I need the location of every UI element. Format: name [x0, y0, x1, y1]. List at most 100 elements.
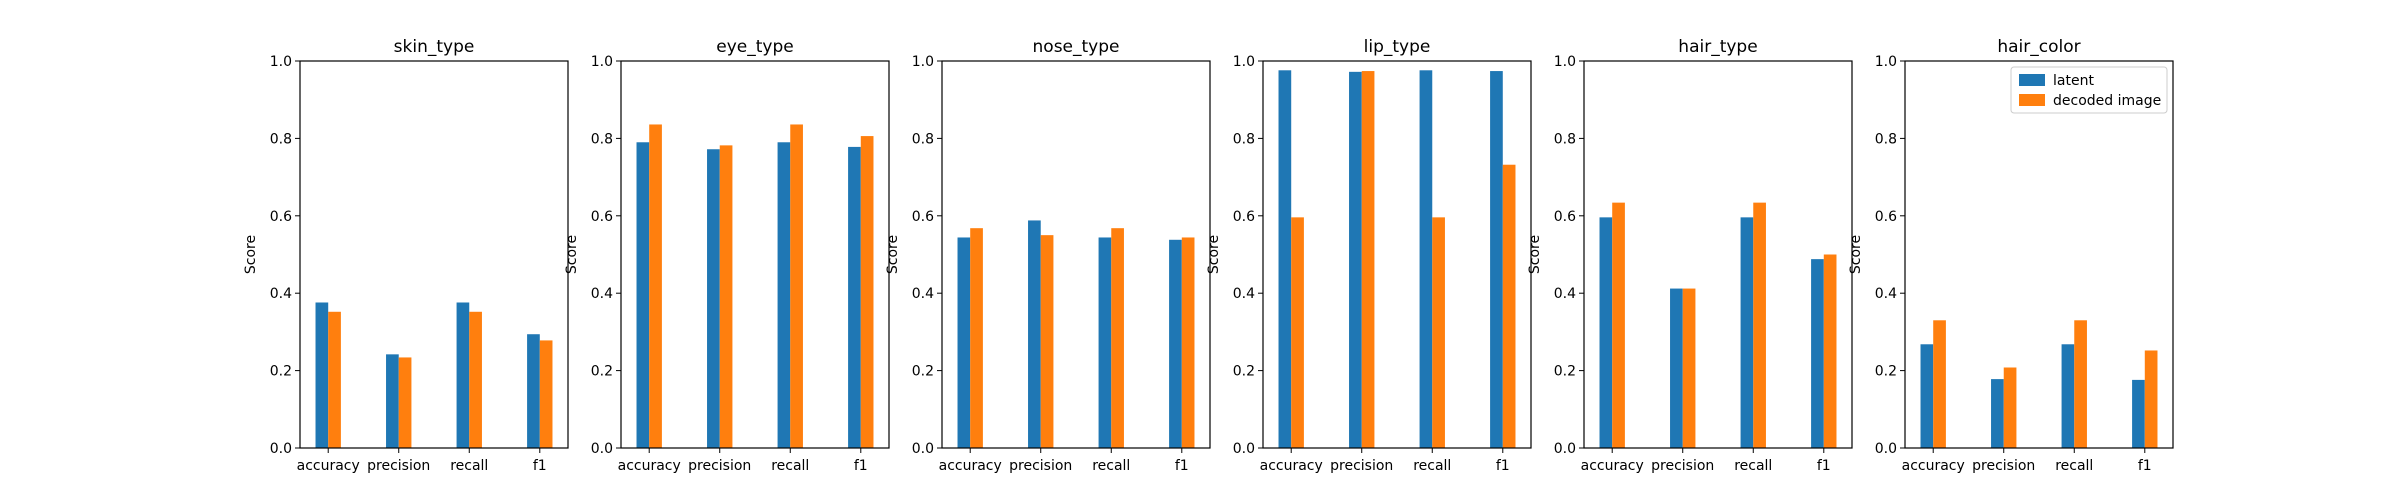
x-tick-label-recall: recall: [2055, 458, 2093, 474]
bar-decoded-recall: [469, 311, 482, 448]
legend-label-latent: latent: [2053, 73, 2094, 89]
y-tick-label: 1.0: [1554, 54, 1576, 70]
y-tick-label: 0.8: [1233, 131, 1255, 147]
bar-latent-accuracy: [1599, 217, 1613, 448]
bar-decoded-f1: [1823, 254, 1837, 448]
bar-decoded-recall: [790, 124, 803, 448]
y-tick-label: 0.4: [270, 286, 292, 302]
bar-decoded-recall: [2074, 320, 2087, 448]
bar-latent-precision: [707, 149, 720, 449]
y-tick-label: 0.8: [270, 131, 292, 147]
x-tick-label-accuracy: accuracy: [1581, 458, 1644, 474]
x-tick-label-recall: recall: [771, 458, 809, 474]
y-tick-label: 1.0: [912, 54, 934, 70]
chart-title: skin_type: [394, 37, 475, 57]
bar-decoded-recall: [1432, 217, 1445, 448]
bar-decoded-precision: [1040, 235, 1054, 448]
y-tick-label: 0.0: [1875, 441, 1897, 457]
y-tick-label: 0.2: [270, 364, 292, 380]
bar-decoded-f1: [2144, 350, 2158, 448]
bar-latent-precision: [1028, 220, 1041, 448]
y-tick-label: 0.2: [1875, 364, 1897, 380]
plot-frame: [1262, 60, 1532, 449]
x-tick-label-f1: f1: [533, 458, 547, 474]
bar-latent-recall: [2061, 344, 2075, 448]
x-tick-label-f1: f1: [854, 458, 868, 474]
bar-latent-recall: [1419, 70, 1433, 448]
plot-frame: [941, 60, 1211, 449]
plot-frame: [620, 60, 890, 449]
bar-latent-recall: [777, 142, 791, 448]
y-tick-label: 0.2: [1233, 364, 1255, 380]
y-tick-label: 0.4: [1875, 286, 1897, 302]
bar-decoded-accuracy: [970, 228, 983, 448]
y-tick-label: 0.2: [1554, 364, 1576, 380]
bar-latent-precision: [386, 354, 399, 448]
y-tick-label: 1.0: [1233, 54, 1255, 70]
x-tick-label-recall: recall: [450, 458, 488, 474]
y-tick-label: 0.6: [591, 209, 613, 225]
y-tick-label: 0.6: [912, 209, 934, 225]
chart-panel-2: 0.0 0.2 0.4 0.6 0.8 1.0 accuracy precision recal…: [885, 37, 1211, 474]
y-axis-label: Score: [1527, 235, 1543, 274]
chart-title: nose_type: [1033, 37, 1120, 57]
y-tick-label: 0.0: [270, 441, 292, 457]
bar-decoded-f1: [1181, 237, 1195, 448]
x-tick-label-f1: f1: [1817, 458, 1831, 474]
bar-latent-accuracy: [315, 302, 329, 448]
x-tick-label-accuracy: accuracy: [939, 458, 1002, 474]
y-tick-label: 0.8: [912, 131, 934, 147]
x-tick-label-precision: precision: [688, 458, 751, 474]
chart-panel-1: 0.0 0.2 0.4 0.6 0.8 1.0 accuracy precision recal…: [564, 37, 890, 474]
x-tick-label-accuracy: accuracy: [618, 458, 681, 474]
x-tick-label-accuracy: accuracy: [1902, 458, 1965, 474]
x-tick-label-precision: precision: [1651, 458, 1714, 474]
chart-panel-5: 0.0 0.2 0.4 0.6 0.8 1.0 accuracy precision recal…: [1848, 37, 2174, 474]
bar-decoded-accuracy: [1933, 320, 1946, 448]
bar-latent-recall: [1098, 237, 1112, 448]
x-tick-label-recall: recall: [1413, 458, 1451, 474]
y-tick-label: 0.8: [1554, 131, 1576, 147]
legend-label-decoded: decoded image: [2053, 93, 2161, 109]
legend-box: [2010, 66, 2168, 114]
bar-decoded-precision: [1361, 71, 1375, 448]
x-tick-label-f1: f1: [1175, 458, 1189, 474]
y-tick-label: 0.2: [912, 364, 934, 380]
y-tick-label: 0.6: [1233, 209, 1255, 225]
bar-decoded-accuracy: [649, 124, 662, 448]
y-axis-label: Score: [885, 235, 901, 274]
bar-latent-recall: [1740, 217, 1754, 448]
legend-swatch-latent: [2019, 74, 2045, 86]
chart-panel-4: 0.0 0.2 0.4 0.6 0.8 1.0 accuracy precision recal…: [1527, 37, 1853, 474]
x-tick-label-precision: precision: [367, 458, 430, 474]
y-tick-label: 0.8: [591, 131, 613, 147]
y-axis-label: Score: [564, 235, 580, 274]
x-tick-label-recall: recall: [1092, 458, 1130, 474]
bar-latent-f1: [1490, 71, 1503, 448]
chart-panel-3: 0.0 0.2 0.4 0.6 0.8 1.0 accuracy precision recal…: [1206, 37, 1532, 474]
bar-decoded-accuracy: [1612, 202, 1625, 448]
y-tick-label: 1.0: [270, 54, 292, 70]
bar-latent-accuracy: [957, 237, 971, 448]
bar-latent-precision: [1670, 288, 1683, 448]
bar-decoded-f1: [539, 340, 553, 448]
y-tick-label: 0.8: [1875, 131, 1897, 147]
y-tick-label: 1.0: [591, 54, 613, 70]
y-axis-label: Score: [243, 235, 259, 274]
bar-latent-f1: [2132, 379, 2145, 448]
plot-frame: [1904, 60, 2174, 449]
bar-latent-recall: [456, 302, 470, 448]
bar-decoded-f1: [1502, 164, 1516, 448]
bar-latent-f1: [527, 334, 540, 448]
bar-decoded-recall: [1111, 228, 1124, 448]
y-tick-label: 0.0: [912, 441, 934, 457]
bar-decoded-recall: [1753, 202, 1766, 448]
y-tick-label: 0.6: [270, 209, 292, 225]
bar-decoded-precision: [1682, 288, 1696, 448]
bar-latent-precision: [1991, 379, 2004, 448]
bar-latent-accuracy: [1920, 344, 1934, 448]
bar-decoded-precision: [398, 357, 412, 448]
bar-latent-accuracy: [1278, 70, 1292, 448]
y-tick-label: 0.4: [591, 286, 613, 302]
plot-frame: [299, 60, 569, 449]
